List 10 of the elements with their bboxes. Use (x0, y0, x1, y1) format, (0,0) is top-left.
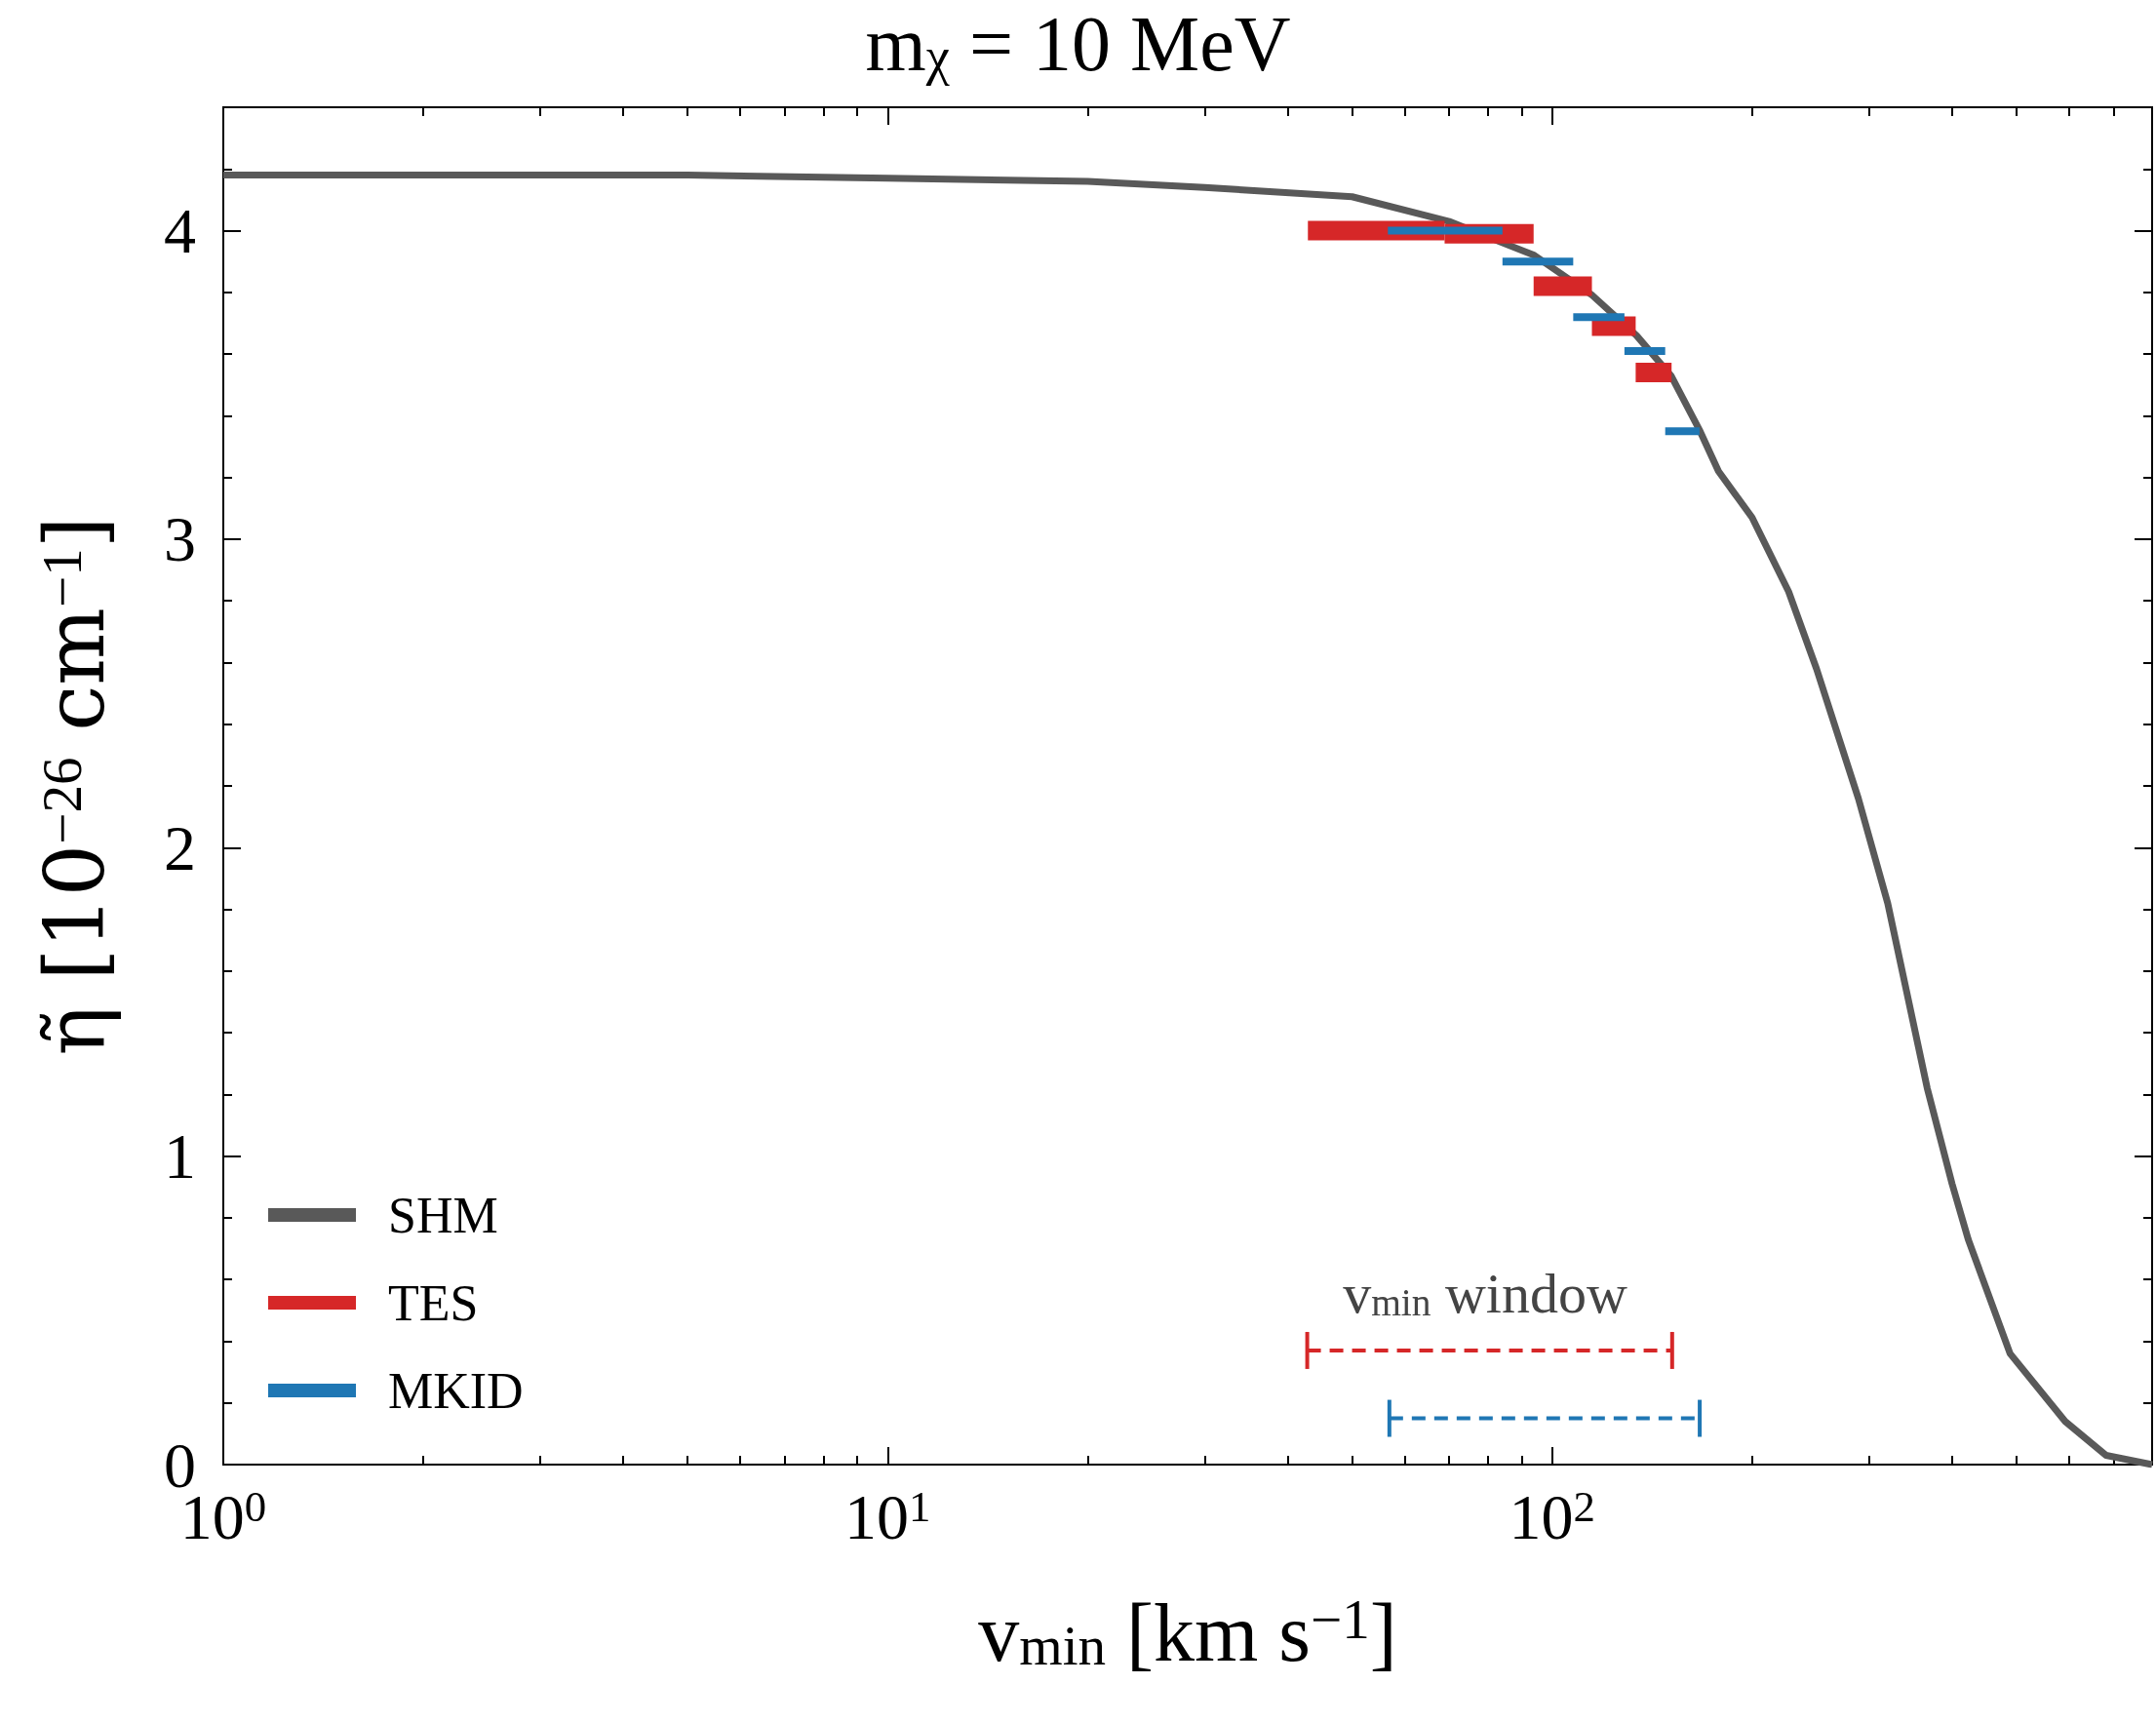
y-tick-label: 2 (164, 811, 196, 883)
y-tick-label: 3 (164, 503, 196, 575)
y-axis-title: η̃ [10−26 cm−1] (27, 516, 123, 1056)
chart-title: mχ = 10 MeV (865, 1, 1291, 87)
y-tick-label: 1 (164, 1120, 196, 1193)
legend-label: SHM (388, 1187, 498, 1243)
legend-label: MKID (388, 1362, 524, 1419)
legend-label: TES (388, 1274, 479, 1331)
y-tick-label: 4 (164, 195, 196, 267)
annotation: vmin window (1343, 1261, 1627, 1325)
